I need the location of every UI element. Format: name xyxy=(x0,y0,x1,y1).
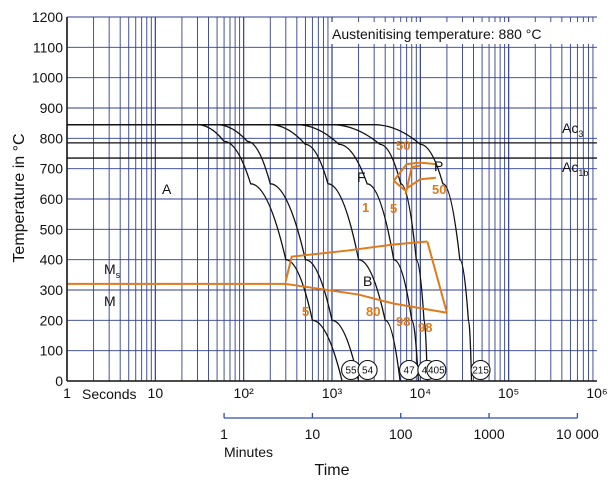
seconds-unit: Seconds xyxy=(82,386,136,402)
hardness-value: 215 xyxy=(472,366,489,377)
minutes-tick-label: 10 000 xyxy=(556,426,599,442)
percent-label-98-a: 98 xyxy=(396,314,410,329)
ac1b-label: Ac1b xyxy=(562,159,588,178)
percent-label-80: 80 xyxy=(366,304,380,319)
annotation-background xyxy=(330,22,595,44)
minutes-tick-label: 1000 xyxy=(473,426,504,442)
y-tick-label: 200 xyxy=(40,312,64,328)
x-tick-label: 10² xyxy=(234,385,255,401)
y-tick-label: 400 xyxy=(40,252,64,268)
x-tick-label: 10 xyxy=(148,385,164,401)
y-tick-label: 900 xyxy=(40,100,64,116)
phase-label-a: A xyxy=(162,181,172,197)
minutes-tick-label: 100 xyxy=(389,426,413,442)
phase-label-f: F xyxy=(357,169,366,185)
x-tick-label: 10⁵ xyxy=(498,385,519,401)
cooling-curve-55 xyxy=(66,124,343,382)
region-ferrite-start xyxy=(392,161,436,182)
y-tick-label: 300 xyxy=(40,282,64,298)
region-ferrite-pearlite-1pct xyxy=(393,180,408,193)
cooling-curve-405 xyxy=(66,124,428,382)
hardness-value: 405 xyxy=(428,366,445,377)
hardness-value: 55 xyxy=(346,366,358,377)
y-tick-label: 1000 xyxy=(32,70,63,86)
y-tick-label: 700 xyxy=(40,161,64,177)
ms-label: Ms xyxy=(104,261,121,280)
cooling-curve-54 xyxy=(66,124,360,382)
phase-label-p: P xyxy=(434,158,443,174)
region-pearlite-start xyxy=(406,176,436,190)
hardness-value: 47 xyxy=(404,366,416,377)
grid xyxy=(66,16,597,382)
hardness-circle xyxy=(357,359,378,381)
y-axis-label: Temperature in °C xyxy=(11,133,28,262)
x-tick-label: 10⁶ xyxy=(586,385,607,401)
hardness-markers: 55544744405215 xyxy=(341,359,491,381)
ac3-label: Ac3 xyxy=(562,120,583,139)
y-tick-label: 500 xyxy=(40,221,64,237)
austenitising-annotation: Austenitising temperature: 880 °C xyxy=(332,26,542,42)
percent-label-5-bainite: 5 xyxy=(302,304,309,319)
horizontal-lines xyxy=(67,142,597,159)
percent-label-98-b: 98 xyxy=(418,320,432,335)
minutes-tick-label: 1 xyxy=(220,426,228,442)
phase-label-m: M xyxy=(104,293,116,309)
hardness-circle xyxy=(426,359,447,381)
x-tick-label: 1 xyxy=(63,385,71,401)
region-bainite-start xyxy=(284,240,428,282)
y-tick-label: 0 xyxy=(55,373,63,389)
region-pearlite-small xyxy=(404,164,421,195)
percent-label-5-ferrite: 5 xyxy=(390,201,397,216)
hardness-value: 54 xyxy=(362,366,374,377)
y-tick-label: 1200 xyxy=(32,9,63,25)
y-tick-label: 800 xyxy=(40,130,64,146)
y-tick-label: 100 xyxy=(40,343,64,359)
minutes-tick-label: 10 xyxy=(305,426,321,442)
minutes-unit: Minutes xyxy=(224,444,273,460)
tick-labels: 0100200300400500600700800900100011001200… xyxy=(32,9,608,442)
y-tick-label: 600 xyxy=(40,191,64,207)
hardness-circle xyxy=(470,359,491,381)
axes xyxy=(66,17,597,419)
cooling-curve-47 xyxy=(66,124,401,382)
phase-label-b: B xyxy=(363,273,372,289)
x-tick-label: 10⁴ xyxy=(410,385,432,401)
cooling-curve-215 xyxy=(66,124,473,382)
percent-label-50-right: 50 xyxy=(432,182,446,197)
region-bainite-finish xyxy=(285,282,448,314)
percent-label-50-top: 50 xyxy=(396,138,410,153)
region-bainite-right xyxy=(426,241,448,314)
x-axis-label: Time xyxy=(315,462,350,479)
transformation-regions xyxy=(67,161,448,314)
x-tick-label: 10³ xyxy=(322,385,343,401)
percent-label-1: 1 xyxy=(362,200,369,215)
y-tick-label: 1100 xyxy=(33,39,63,55)
